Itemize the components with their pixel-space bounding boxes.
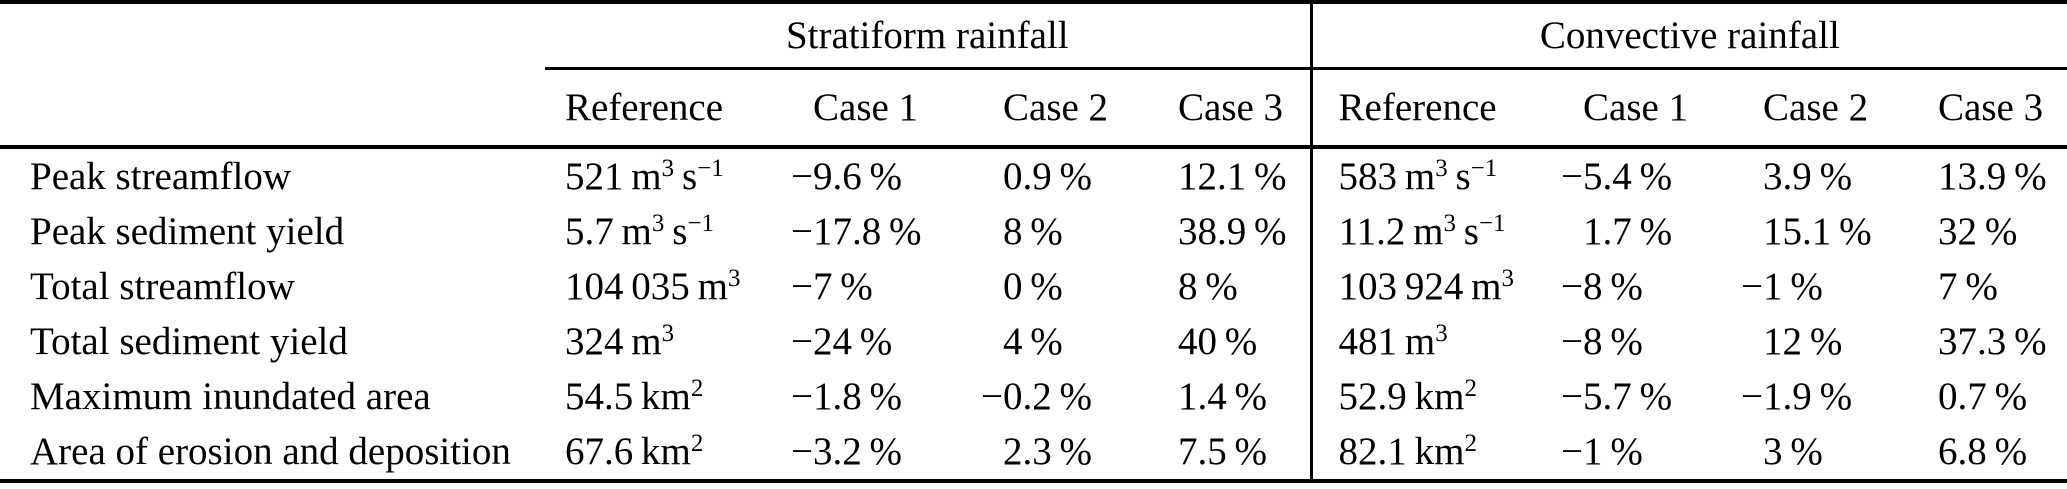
stratiform-case1-value: −7 % bbox=[791, 265, 873, 308]
convective-reference-value: 103 924 m3 bbox=[1309, 259, 1566, 314]
convective-case2-value: 15.1 % bbox=[1763, 210, 1872, 253]
stratiform-case3-value: 1.4 % bbox=[1178, 375, 1268, 418]
subheader-convective-case2: Case 2 bbox=[1745, 68, 1921, 149]
convective-case2-value: −1.9 % bbox=[1741, 375, 1853, 418]
subheader-convective-case3: Case 3 bbox=[1920, 68, 2067, 149]
convective-case3-value: 7 % bbox=[1938, 265, 1998, 308]
convective-case3-value: 0.7 % bbox=[1938, 375, 2028, 418]
convective-reference-value: 481 m3 bbox=[1309, 314, 1566, 369]
convective-case3-value: 37.3 % bbox=[1938, 320, 2047, 363]
convective-case2-value: 12 % bbox=[1763, 320, 1843, 363]
subheader-stratiform-reference: Reference bbox=[545, 68, 795, 149]
table-row: Maximum inundated area 54.5 km2 −1.8 % −0.2… bbox=[0, 369, 2067, 424]
convective-case3-value: 6.8 % bbox=[1938, 430, 2028, 473]
convective-case1-value: −8 % bbox=[1561, 320, 1643, 363]
table-row: Peak sediment yield 5.7 m3 s−1 −17.8 % 8 % 3… bbox=[0, 204, 2067, 259]
row-label: Peak streamflow bbox=[30, 155, 292, 198]
stratiform-reference-value: 104 035 m3 bbox=[565, 265, 741, 308]
stratiform-reference-value: 54.5 km2 bbox=[565, 375, 704, 418]
stratiform-case1-value: −24 % bbox=[791, 320, 893, 363]
convective-case2-value: 3.9 % bbox=[1763, 155, 1853, 198]
stratiform-case2-value: 8 % bbox=[1003, 210, 1063, 253]
stratiform-case1-value: −3.2 % bbox=[791, 430, 903, 473]
convective-case1-value: 1.7 % bbox=[1583, 210, 1673, 253]
convective-case1-value: −8 % bbox=[1561, 265, 1643, 308]
stratiform-case1-value: −17.8 % bbox=[791, 210, 922, 253]
row-label: Peak sediment yield bbox=[30, 210, 345, 253]
corner-cell bbox=[0, 2, 545, 69]
stratiform-reference-value: 521 m3 s−1 bbox=[565, 155, 724, 198]
subheader-stratiform-case3: Case 3 bbox=[1160, 68, 1312, 149]
stratiform-case2-value: 4 % bbox=[1003, 320, 1063, 363]
convective-case2-value: −1 % bbox=[1741, 265, 1823, 308]
convective-case2-value: 3 % bbox=[1763, 430, 1823, 473]
stratiform-case2-value: 0.9 % bbox=[1003, 155, 1093, 198]
convective-case3-value: 32 % bbox=[1938, 210, 2018, 253]
stratiform-case2-value: 2.3 % bbox=[1003, 430, 1093, 473]
stratiform-case3-value: 7.5 % bbox=[1178, 430, 1268, 473]
subheader-stratiform-case2: Case 2 bbox=[985, 68, 1160, 149]
convective-reference-value: 583 m3 s−1 bbox=[1309, 147, 1566, 204]
stratiform-case3-value: 8 % bbox=[1178, 265, 1238, 308]
stratiform-case1-value: −9.6 % bbox=[791, 155, 903, 198]
stratiform-case3-value: 12.1 % bbox=[1178, 155, 1287, 198]
stratiform-case1-value: −1.8 % bbox=[791, 375, 903, 418]
row-label: Area of erosion and deposition bbox=[30, 430, 511, 473]
table-body: Peak streamflow 521 m3 s−1 −9.6 % 0.9 % 12.1… bbox=[0, 147, 2067, 481]
group-header-stratiform: Stratiform rainfall bbox=[545, 2, 1312, 70]
row-label: Total streamflow bbox=[30, 265, 295, 308]
row-label: Total sediment yield bbox=[30, 320, 348, 363]
stratiform-case2-value: 0 % bbox=[1003, 265, 1063, 308]
stratiform-reference-value: 5.7 m3 s−1 bbox=[565, 210, 714, 253]
convective-case1-value: −1 % bbox=[1561, 430, 1643, 473]
convective-reference-value: 82.1 km2 bbox=[1309, 424, 1566, 481]
convective-reference-value: 11.2 m3 s−1 bbox=[1309, 204, 1566, 259]
row-label: Maximum inundated area bbox=[30, 375, 431, 418]
table-row: Area of erosion and deposition 67.6 km2 −3… bbox=[0, 424, 2067, 481]
table-row: Peak streamflow 521 m3 s−1 −9.6 % 0.9 % 12.1… bbox=[0, 147, 2067, 204]
group-header-convective: Convective rainfall bbox=[1309, 2, 2067, 70]
table-row: Total streamflow 104 035 m3 −7 % 0 % 8 % 103 … bbox=[0, 259, 2067, 314]
convective-reference-value: 52.9 km2 bbox=[1309, 369, 1566, 424]
corner-cell bbox=[0, 68, 545, 149]
group-header-row: Stratiform rainfall Convective rainfall bbox=[0, 2, 2067, 70]
convective-case3-value: 13.9 % bbox=[1938, 155, 2047, 198]
stratiform-reference-value: 67.6 km2 bbox=[565, 430, 704, 473]
subheader-stratiform-case1: Case 1 bbox=[795, 68, 985, 149]
subheader-row: Reference Case 1 Case 2 Case 3 Reference… bbox=[0, 68, 2067, 149]
convective-case1-value: −5.4 % bbox=[1561, 155, 1673, 198]
subheader-convective-reference: Reference bbox=[1309, 68, 1566, 149]
stratiform-reference-value: 324 m3 bbox=[565, 320, 675, 363]
convective-case1-value: −5.7 % bbox=[1561, 375, 1673, 418]
table-row: Total sediment yield 324 m3 −24 % 4 % 40 % 48… bbox=[0, 314, 2067, 369]
stratiform-case3-value: 38.9 % bbox=[1178, 210, 1287, 253]
stratiform-case3-value: 40 % bbox=[1178, 320, 1258, 363]
subheader-convective-case1: Case 1 bbox=[1565, 68, 1746, 149]
stratiform-case2-value: −0.2 % bbox=[981, 375, 1093, 418]
